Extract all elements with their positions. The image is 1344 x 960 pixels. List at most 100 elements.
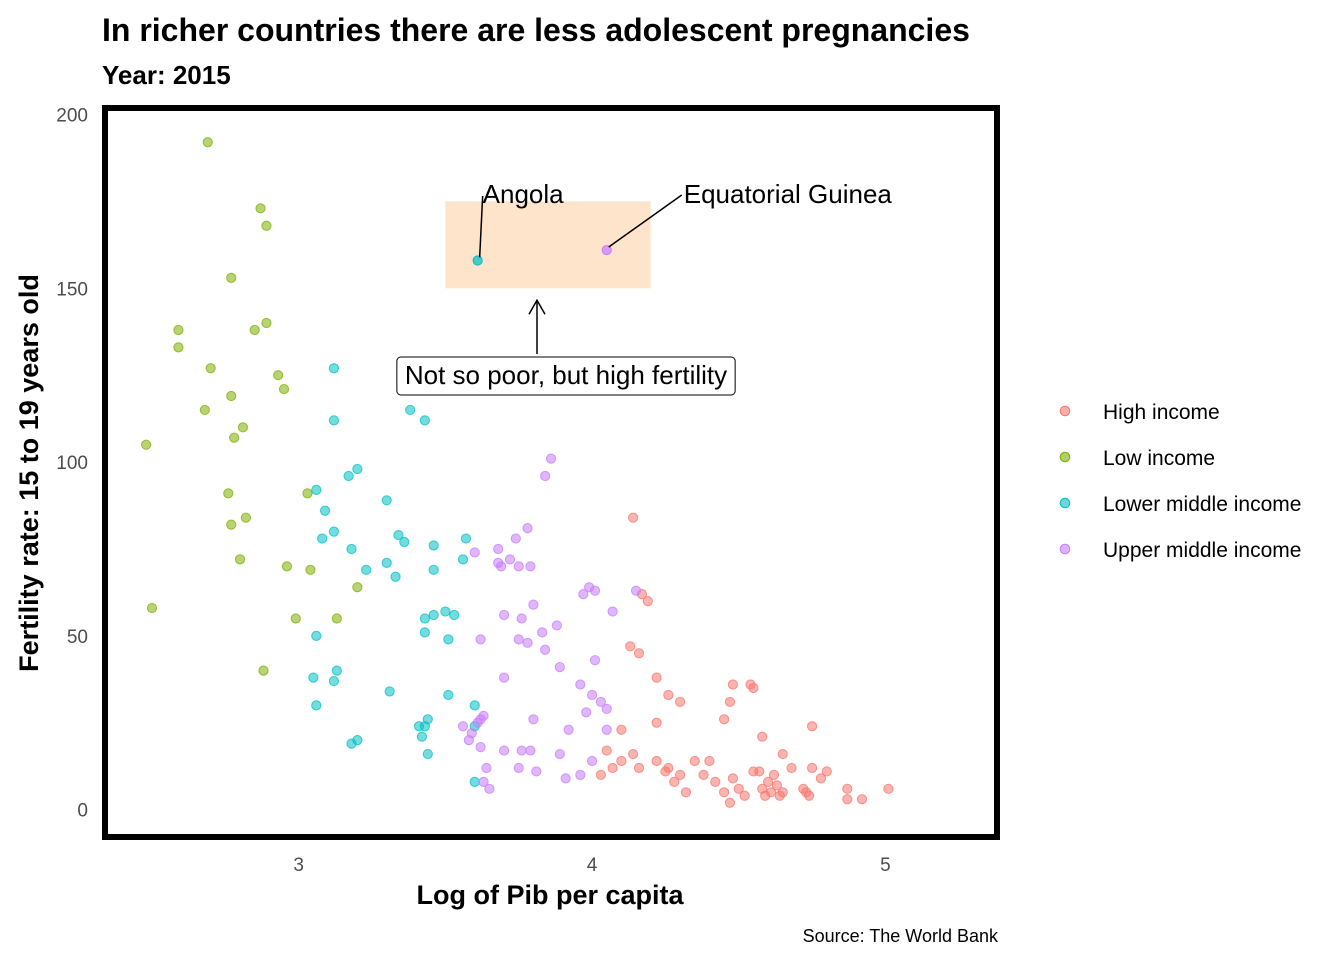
- data-point: [739, 790, 750, 801]
- data-point: [651, 717, 662, 728]
- legend-item-high-income: High income: [1059, 401, 1220, 424]
- x-axis-title: Log of Pib per capita: [416, 880, 684, 910]
- data-point: [595, 696, 606, 708]
- data-point: [883, 783, 894, 794]
- data-point: [578, 589, 589, 600]
- data-point: [663, 689, 674, 701]
- data-point: [513, 561, 524, 572]
- data-point: [528, 714, 539, 725]
- data-point: [346, 543, 357, 555]
- data-point: [469, 776, 480, 787]
- data-point: [698, 769, 709, 781]
- data-point: [771, 780, 783, 791]
- x-tick-label: 3: [293, 855, 304, 876]
- data-point: [202, 137, 213, 148]
- data-point: [754, 766, 765, 777]
- x-tick-label: 5: [880, 855, 891, 876]
- legend-swatch: [1059, 543, 1071, 555]
- data-point: [522, 523, 533, 534]
- data-point: [762, 776, 774, 787]
- annotation-label-angola: Angola: [483, 179, 564, 209]
- data-point: [419, 415, 430, 426]
- highlight-box: [445, 201, 651, 289]
- legend-swatch: [1059, 405, 1071, 417]
- panel-border: [102, 105, 1000, 840]
- legend-label: Lower middle income: [1103, 493, 1301, 516]
- data-point: [261, 220, 272, 231]
- highlight-layer: [445, 201, 651, 289]
- data-point: [581, 707, 592, 718]
- series-low-income: [141, 137, 363, 676]
- data-point: [765, 787, 777, 798]
- data-point: [463, 735, 474, 746]
- legend: High income Low income Lower middle income…: [1059, 401, 1301, 562]
- data-point: [525, 745, 536, 756]
- data-point: [481, 762, 492, 774]
- data-point: [419, 613, 430, 624]
- data-point: [352, 582, 363, 593]
- legend-swatch: [1059, 451, 1071, 463]
- y-tick-label: 50: [67, 627, 88, 648]
- legend-swatch: [1059, 497, 1071, 509]
- legend-label: Upper middle income: [1103, 539, 1301, 562]
- callout-arrowhead: [528, 298, 546, 315]
- data-point: [352, 463, 363, 475]
- data-point: [504, 554, 516, 565]
- label-connector-angola: [478, 195, 484, 258]
- data-point: [405, 404, 416, 416]
- data-point: [607, 762, 618, 774]
- data-point: [240, 512, 251, 523]
- data-point: [589, 585, 601, 596]
- data-point: [469, 547, 480, 558]
- data-point: [419, 627, 430, 638]
- data-point: [545, 453, 557, 464]
- series-lower-middle-income: [308, 363, 480, 787]
- data-point: [258, 665, 269, 676]
- data-point: [554, 748, 565, 760]
- data-point: [173, 324, 184, 336]
- data-point: [804, 790, 815, 801]
- annotation-layer: Angola Equatorial Guinea Not so poor, but …: [396, 179, 892, 396]
- data-point: [642, 596, 653, 607]
- legend-item-lower-middle-income: Lower middle income: [1059, 493, 1301, 516]
- data-point: [422, 748, 433, 760]
- data-point: [226, 519, 237, 530]
- data-point: [674, 769, 686, 781]
- data-point: [319, 505, 331, 516]
- data-point: [498, 672, 510, 683]
- data-point: [141, 439, 152, 450]
- data-point: [704, 755, 715, 767]
- data-point: [531, 766, 542, 777]
- data-point: [633, 648, 645, 659]
- data-point: [308, 672, 319, 683]
- data-point: [554, 662, 565, 673]
- data-point: [651, 755, 662, 767]
- data-point: [305, 564, 316, 575]
- legend-item-low-income: Low income: [1059, 447, 1215, 470]
- data-point: [633, 762, 645, 774]
- data-point: [560, 773, 571, 784]
- legend-label: Low income: [1103, 447, 1215, 470]
- data-point: [496, 561, 507, 572]
- x-tick-label: 4: [587, 855, 598, 876]
- y-tick-label: 100: [56, 453, 88, 474]
- annotated-point-equatorial-guinea: [601, 244, 612, 256]
- data-point: [616, 755, 627, 767]
- data-point: [727, 773, 738, 784]
- data-point: [586, 689, 598, 701]
- data-point: [821, 766, 832, 777]
- data-point: [273, 370, 284, 381]
- data-point: [727, 679, 738, 690]
- series-high-income: [595, 512, 894, 808]
- data-point: [328, 526, 340, 537]
- data-point: [777, 748, 788, 760]
- data-point: [478, 776, 489, 787]
- data-point: [361, 564, 372, 575]
- data-point: [381, 495, 392, 506]
- data-point: [630, 585, 642, 596]
- data-point: [807, 762, 818, 774]
- y-axis-title: Fertility rate: 15 to 19 years old: [14, 274, 44, 672]
- data-point: [510, 533, 521, 544]
- y-axis-ticks: 0 50 100 150 200: [56, 105, 88, 821]
- data-point: [689, 755, 700, 767]
